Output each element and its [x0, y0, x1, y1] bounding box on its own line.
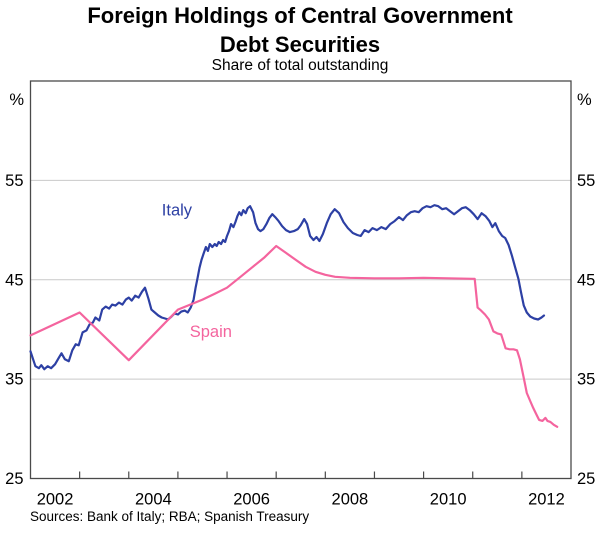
y-tick-label-left-45: 45 [5, 271, 23, 289]
x-tick-label-2004: 2004 [135, 491, 172, 509]
sources-note: Sources: Bank of Italy; RBA; Spanish Tre… [30, 509, 310, 524]
x-tick-label-2008: 2008 [332, 491, 369, 509]
chart-title-line2: Debt Securities [219, 32, 381, 57]
y-tick-label-right-55: 55 [577, 172, 595, 190]
y-axis-unit-right: % [577, 91, 592, 109]
x-tick-label-2006: 2006 [233, 491, 270, 509]
series-line-spain [29, 244, 559, 428]
y-tick-label-right-45: 45 [577, 271, 595, 289]
x-tick-label-2010: 2010 [430, 491, 467, 509]
series-label-spain: Spain [190, 323, 232, 341]
y-axis-unit-left: % [9, 91, 24, 109]
y-tick-label-right-25: 25 [577, 470, 595, 488]
series-label-italy: Italy [162, 202, 193, 220]
series-line-italy [29, 204, 546, 371]
chart-subtitle: Share of total outstanding [211, 57, 389, 74]
y-tick-label-right-35: 35 [577, 371, 595, 389]
chart-title-line1: Foreign Holdings of Central Government [87, 3, 513, 28]
x-tick-label-2012: 2012 [528, 491, 565, 509]
y-tick-label-left-35: 35 [5, 371, 23, 389]
y-tick-label-left-55: 55 [5, 172, 23, 190]
y-tick-label-left-25: 25 [5, 470, 23, 488]
plot-frame [29, 80, 572, 480]
x-tick-label-2002: 2002 [37, 491, 74, 509]
